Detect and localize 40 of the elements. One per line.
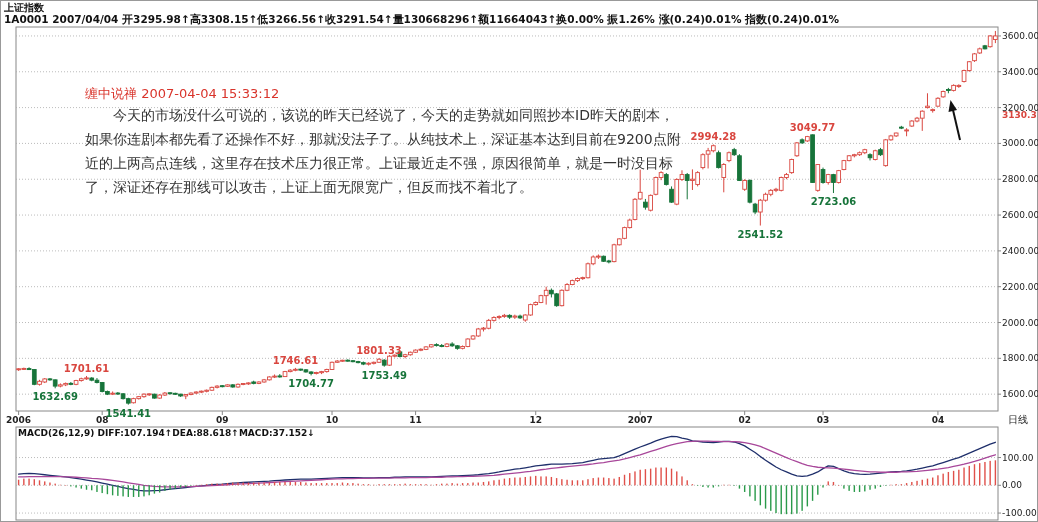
text: 3130.3	[1002, 110, 1037, 120]
y-tick-label: 0.00	[1002, 480, 1023, 491]
x-tick-label: 04	[931, 415, 945, 425]
x-tick-label: 12	[529, 415, 542, 425]
chart-title: 上证指数	[3, 2, 45, 13]
y-tick-label: 3600.00	[1002, 30, 1038, 41]
y-tick-label: 3000.00	[1002, 138, 1038, 149]
y-tick-label: 2600.00	[1002, 210, 1038, 221]
x-tick-label: 2006	[6, 415, 32, 425]
y-tick-label: 3200.00	[1002, 102, 1038, 113]
annotation: 1746.61	[272, 354, 319, 366]
chart-title: MACD(26,12,9) DIFF:107.194↑DEA:88.618↑MACD:37.152↓	[18, 428, 315, 438]
y-tick-label: 100.00	[1002, 452, 1034, 463]
x-tick-label: 10	[325, 415, 339, 425]
annotation: 2723.06	[810, 196, 857, 208]
x-tick-label: 11	[409, 415, 422, 425]
annotation: 1701.61	[63, 362, 110, 374]
y-tick-label: 2400.00	[1002, 245, 1038, 256]
x-tick-label: 2007	[627, 415, 653, 425]
annotation: 1704.77	[288, 378, 334, 390]
chart-subtitle: 1A0001 2007/04/04 开3295.98↑高3308.15↑低3266.56↑收3291.54↑量130668296↑额11664043↑换0.00% 振1.26% 涨(0.24)0.01% 指数(0.24)0.01%	[4, 13, 840, 25]
y-tick-label: 2800.00	[1002, 174, 1038, 185]
y-tick-label: 2200.00	[1002, 281, 1038, 292]
text: 日线	[1008, 414, 1028, 425]
annotation: 3049.77	[789, 121, 836, 133]
y-tick-label: 2000.00	[1002, 317, 1038, 328]
y-tick-label: 1800.00	[1002, 353, 1038, 364]
annotation: 缠中说禅 2007-04-04 15:33:12	[85, 86, 280, 101]
annotation: 1753.49	[361, 369, 408, 381]
y-tick-label: 1600.00	[1002, 389, 1038, 400]
annotation: 1632.69	[32, 391, 78, 403]
x-tick-label: 02	[738, 415, 751, 425]
y-tick-label: 3400.00	[1002, 66, 1038, 77]
annotation: 今天的市场没什么可说的，该说的昨天已经说了，今天的走势就如同照抄本ID昨天的剧本，如果你连剧本都先看了还操作不好，那就没法子了。从纯技术上，深证基本达到目前在9200点附近的上两高点连线，这里存在技术压力很正常。上证最近走不强，原因很简单，就是一时没目标了，深证还存在那线可以攻击，上证上面无限宽广，但反而找不着北了。	[85, 106, 682, 197]
annotation: 2994.28	[690, 131, 737, 143]
x-tick-label: 09	[216, 415, 229, 425]
annotation: 2541.52	[737, 228, 784, 240]
annotation: 1801.33	[356, 345, 402, 357]
x-tick-label: 03	[816, 415, 830, 425]
y-tick-label: -100.00	[1002, 508, 1038, 519]
